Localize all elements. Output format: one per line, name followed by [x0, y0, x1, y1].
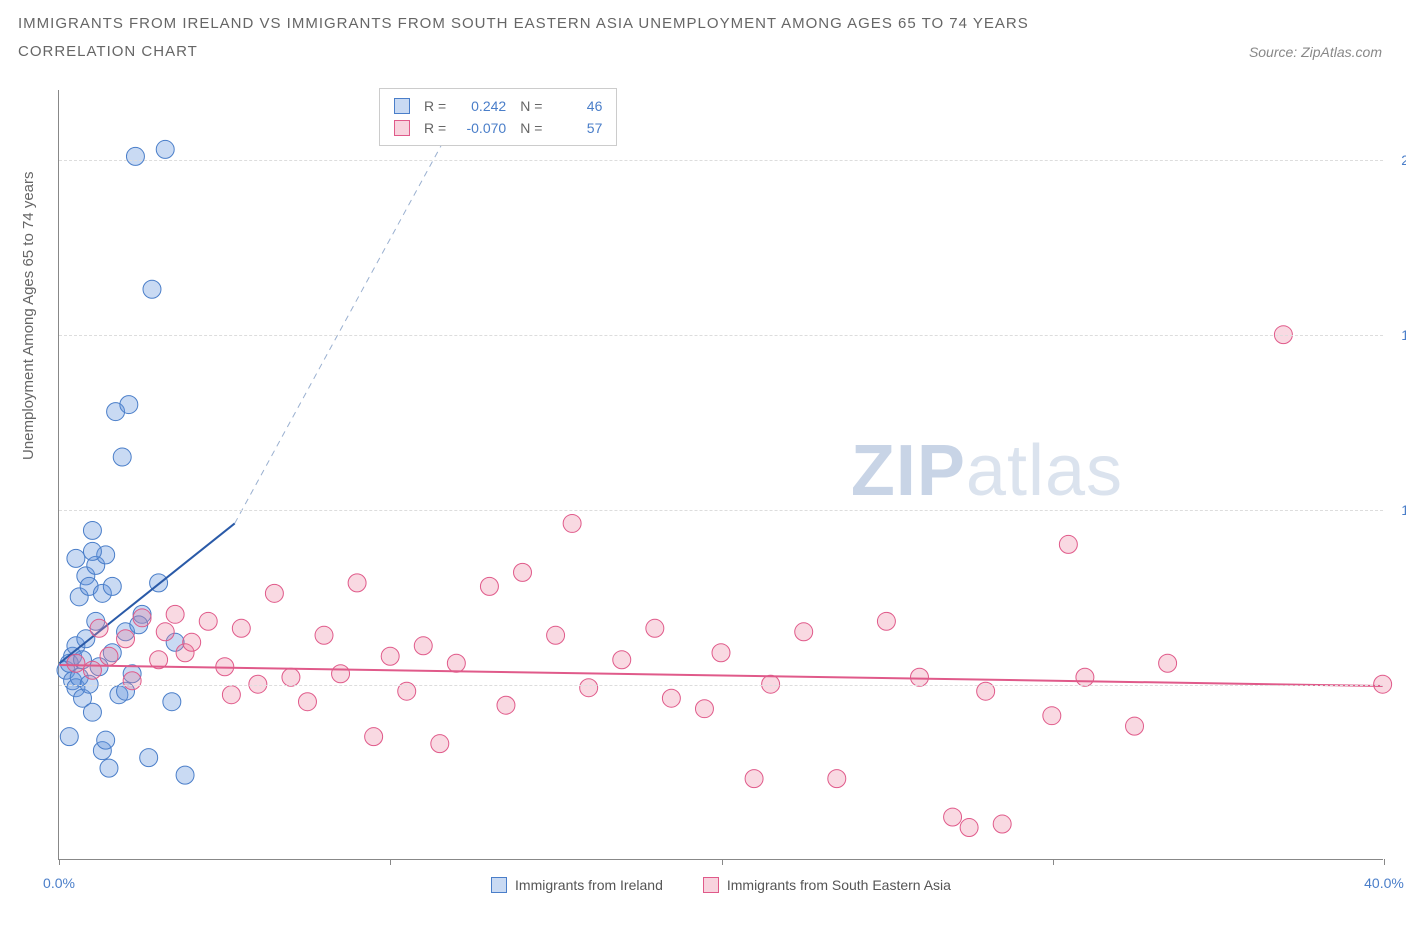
swatch-icon	[491, 877, 507, 893]
watermark-bold: ZIP	[851, 431, 966, 511]
n-value: 46	[552, 95, 602, 117]
x-tick	[390, 859, 391, 865]
plot-svg	[59, 90, 1383, 859]
y-tick-label: 15.0%	[1391, 327, 1406, 343]
scatter-chart: ZIPatlas R = 0.242 N = 46 R = -0.070 N =…	[58, 90, 1383, 860]
y-tick-label: 20.0%	[1391, 152, 1406, 168]
gridline	[59, 335, 1383, 336]
legend-item-ireland: Immigrants from Ireland	[491, 877, 663, 893]
x-tick	[1053, 859, 1054, 865]
y-tick-label: 5.0%	[1391, 677, 1406, 693]
legend: Immigrants from Ireland Immigrants from …	[59, 877, 1383, 893]
title-line-1: IMMIGRANTS FROM IRELAND VS IMMIGRANTS FR…	[18, 10, 1029, 38]
x-tick-label: 40.0%	[1364, 875, 1404, 891]
watermark: ZIPatlas	[851, 430, 1123, 512]
swatch-icon	[394, 98, 410, 114]
y-axis-title: Unemployment Among Ages 65 to 74 years	[20, 171, 37, 460]
stats-row-seasia: R = -0.070 N = 57	[394, 117, 602, 139]
x-tick	[59, 859, 60, 865]
stats-row-ireland: R = 0.242 N = 46	[394, 95, 602, 117]
source-label: Source:	[1249, 44, 1301, 60]
gridline	[59, 510, 1383, 511]
chart-title: IMMIGRANTS FROM IRELAND VS IMMIGRANTS FR…	[18, 10, 1029, 66]
correlation-stats-box: R = 0.242 N = 46 R = -0.070 N = 57	[379, 88, 617, 146]
r-label: R =	[424, 117, 446, 139]
legend-label: Immigrants from South Eastern Asia	[727, 877, 951, 893]
x-tick	[1384, 859, 1385, 865]
r-value: 0.242	[456, 95, 506, 117]
source-name: ZipAtlas.com	[1301, 44, 1382, 60]
n-label: N =	[520, 95, 542, 117]
watermark-light: atlas	[966, 431, 1123, 511]
r-label: R =	[424, 95, 446, 117]
n-label: N =	[520, 117, 542, 139]
swatch-icon	[703, 877, 719, 893]
gridline	[59, 685, 1383, 686]
x-tick-label: 0.0%	[43, 875, 75, 891]
y-tick-label: 10.0%	[1391, 502, 1406, 518]
title-line-2: CORRELATION CHART	[18, 38, 1029, 66]
source-attribution: Source: ZipAtlas.com	[1249, 44, 1382, 60]
x-tick	[722, 859, 723, 865]
swatch-icon	[394, 120, 410, 136]
legend-label: Immigrants from Ireland	[515, 877, 663, 893]
n-value: 57	[552, 117, 602, 139]
gridline	[59, 160, 1383, 161]
legend-item-seasia: Immigrants from South Eastern Asia	[703, 877, 951, 893]
r-value: -0.070	[456, 117, 506, 139]
